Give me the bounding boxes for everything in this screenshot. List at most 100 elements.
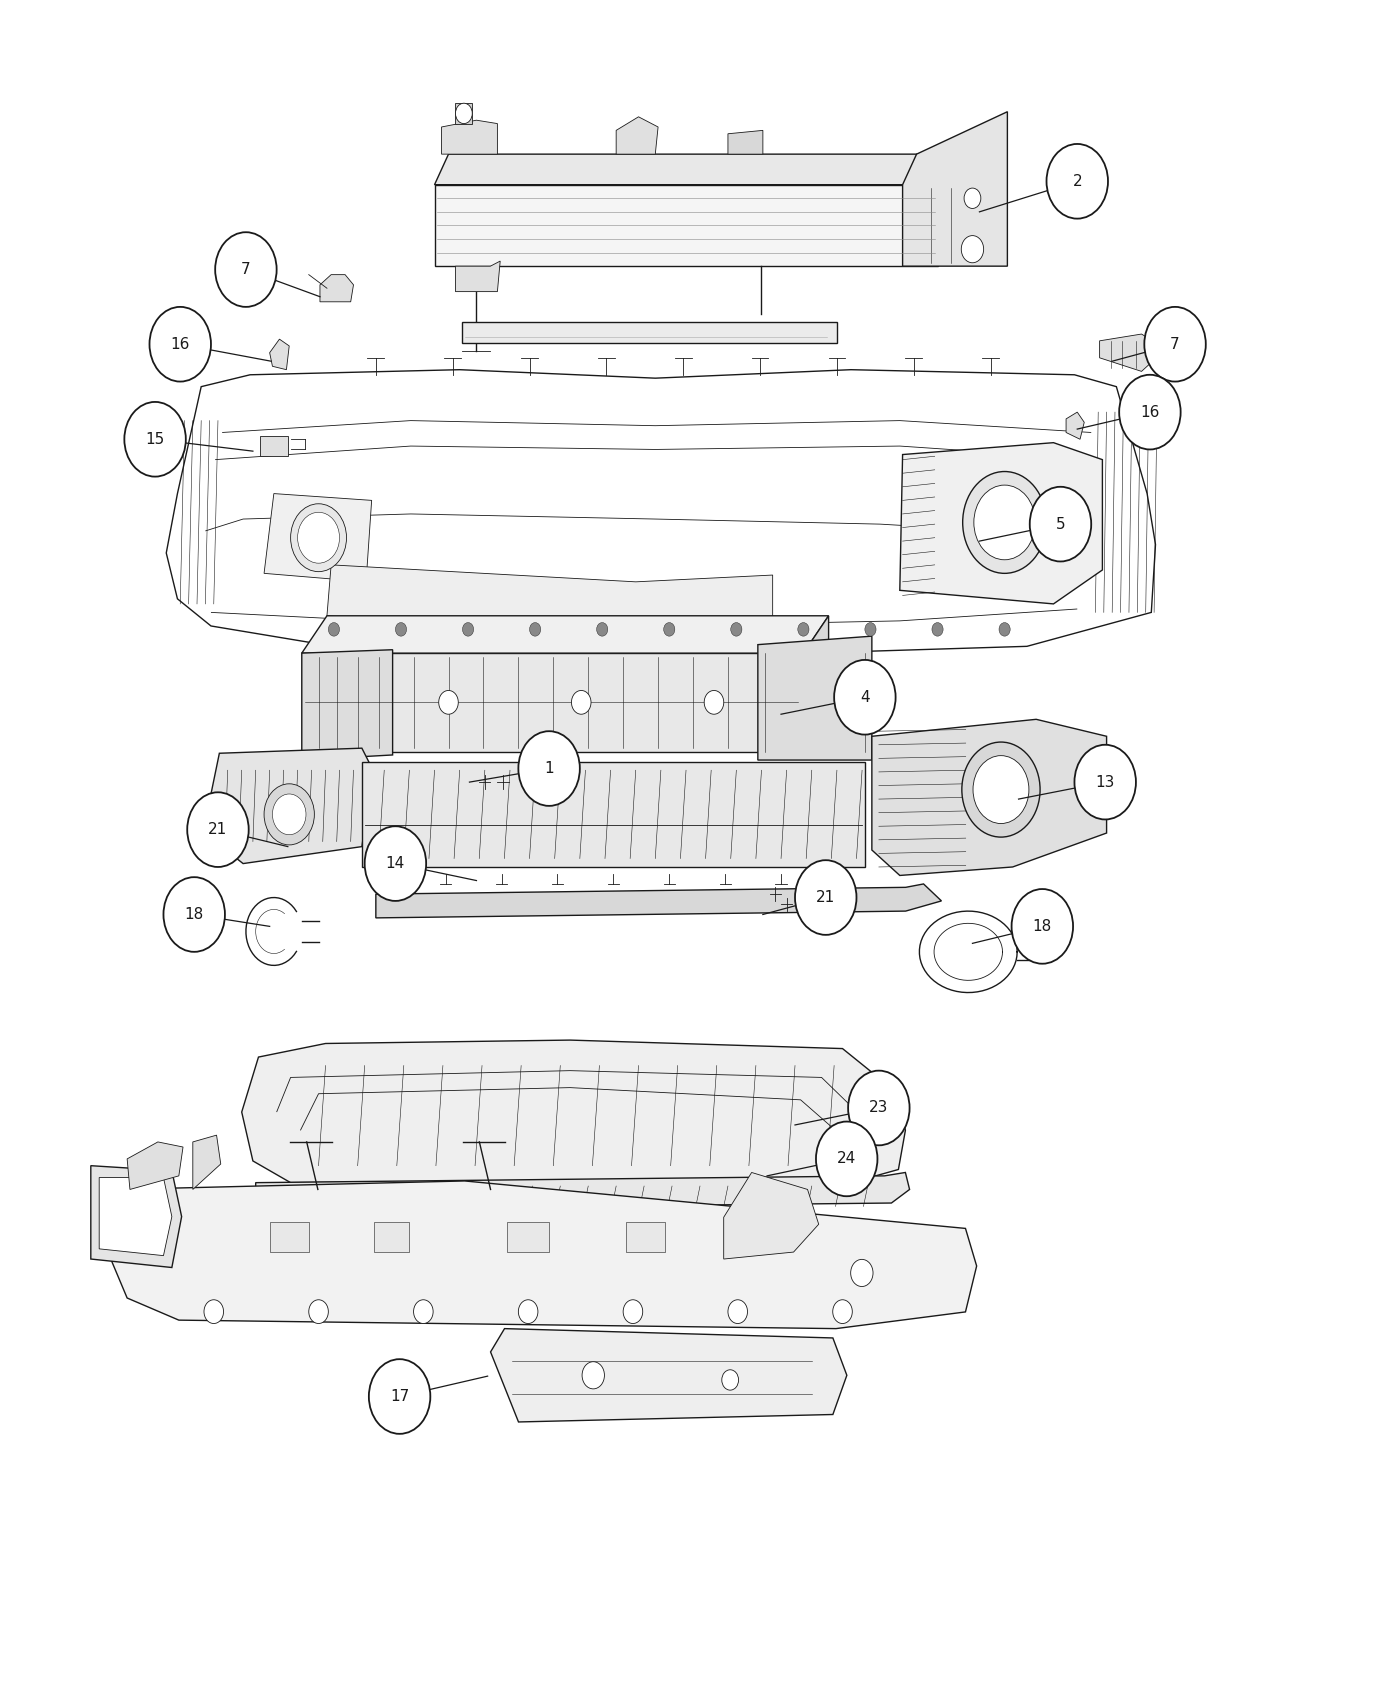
Text: 4: 4: [860, 690, 869, 706]
Circle shape: [834, 660, 896, 734]
Circle shape: [582, 1362, 605, 1389]
Circle shape: [368, 1360, 430, 1433]
Polygon shape: [270, 1222, 309, 1253]
Text: 17: 17: [391, 1389, 409, 1404]
Circle shape: [291, 503, 347, 571]
Circle shape: [518, 1300, 538, 1324]
Polygon shape: [728, 131, 763, 155]
Circle shape: [963, 471, 1047, 573]
Circle shape: [164, 877, 225, 952]
Polygon shape: [265, 493, 371, 581]
Text: 21: 21: [209, 823, 228, 836]
Polygon shape: [328, 564, 773, 638]
Polygon shape: [302, 615, 829, 653]
Polygon shape: [99, 1178, 172, 1256]
Circle shape: [664, 622, 675, 636]
Circle shape: [455, 104, 472, 124]
Circle shape: [1000, 622, 1011, 636]
Text: 24: 24: [837, 1151, 857, 1166]
Circle shape: [833, 1300, 853, 1324]
Circle shape: [364, 826, 426, 901]
Circle shape: [848, 1071, 910, 1146]
Circle shape: [1119, 374, 1180, 449]
Text: 7: 7: [241, 262, 251, 277]
Polygon shape: [242, 1040, 906, 1183]
Circle shape: [329, 622, 340, 636]
Polygon shape: [757, 636, 872, 760]
Circle shape: [204, 1300, 224, 1324]
Circle shape: [265, 784, 315, 845]
Circle shape: [795, 860, 857, 935]
Circle shape: [571, 690, 591, 714]
Text: 14: 14: [386, 857, 405, 870]
Circle shape: [1047, 144, 1107, 219]
Polygon shape: [167, 369, 1155, 654]
Text: 13: 13: [1096, 775, 1114, 789]
Polygon shape: [507, 1222, 549, 1253]
Polygon shape: [193, 1136, 221, 1190]
Text: 21: 21: [816, 891, 836, 904]
Circle shape: [216, 233, 277, 308]
Polygon shape: [903, 112, 1008, 267]
Polygon shape: [441, 121, 497, 155]
Circle shape: [413, 1300, 433, 1324]
Circle shape: [309, 1300, 329, 1324]
Polygon shape: [361, 762, 865, 867]
Circle shape: [518, 731, 580, 806]
Polygon shape: [209, 748, 372, 864]
Polygon shape: [626, 1222, 665, 1253]
Polygon shape: [102, 1182, 977, 1329]
Text: 23: 23: [869, 1100, 889, 1115]
Circle shape: [731, 622, 742, 636]
Circle shape: [722, 1370, 739, 1391]
Circle shape: [865, 622, 876, 636]
Polygon shape: [127, 1142, 183, 1190]
Polygon shape: [455, 262, 500, 292]
Circle shape: [798, 622, 809, 636]
Circle shape: [596, 622, 608, 636]
Polygon shape: [490, 1329, 847, 1421]
Polygon shape: [455, 104, 472, 124]
Circle shape: [932, 622, 944, 636]
Polygon shape: [270, 338, 290, 369]
Polygon shape: [374, 1222, 409, 1253]
Circle shape: [1012, 889, 1072, 964]
Text: 16: 16: [171, 337, 190, 352]
Circle shape: [816, 1122, 878, 1197]
Polygon shape: [462, 323, 837, 342]
Circle shape: [973, 755, 1029, 823]
Circle shape: [623, 1300, 643, 1324]
Polygon shape: [260, 435, 288, 456]
Circle shape: [298, 512, 340, 563]
Polygon shape: [872, 719, 1106, 876]
Circle shape: [438, 690, 458, 714]
Polygon shape: [321, 275, 353, 303]
Polygon shape: [256, 1173, 910, 1210]
Text: 1: 1: [545, 762, 554, 775]
Polygon shape: [1099, 333, 1152, 371]
Text: 7: 7: [1170, 337, 1180, 352]
Polygon shape: [302, 649, 392, 760]
Circle shape: [1144, 308, 1205, 381]
Circle shape: [962, 743, 1040, 836]
Polygon shape: [434, 155, 952, 185]
Polygon shape: [804, 615, 829, 751]
Circle shape: [188, 792, 249, 867]
Circle shape: [273, 794, 307, 835]
Circle shape: [851, 1260, 874, 1287]
Circle shape: [974, 484, 1036, 559]
Circle shape: [1074, 745, 1135, 819]
Circle shape: [125, 401, 186, 476]
Text: 18: 18: [185, 908, 204, 921]
Circle shape: [529, 622, 540, 636]
Text: 15: 15: [146, 432, 165, 447]
Polygon shape: [434, 185, 938, 267]
Circle shape: [395, 622, 406, 636]
Polygon shape: [91, 1166, 182, 1268]
Circle shape: [965, 189, 981, 209]
Circle shape: [728, 1300, 748, 1324]
Circle shape: [1030, 486, 1091, 561]
Polygon shape: [938, 155, 952, 267]
Polygon shape: [616, 117, 658, 155]
Polygon shape: [302, 653, 804, 751]
